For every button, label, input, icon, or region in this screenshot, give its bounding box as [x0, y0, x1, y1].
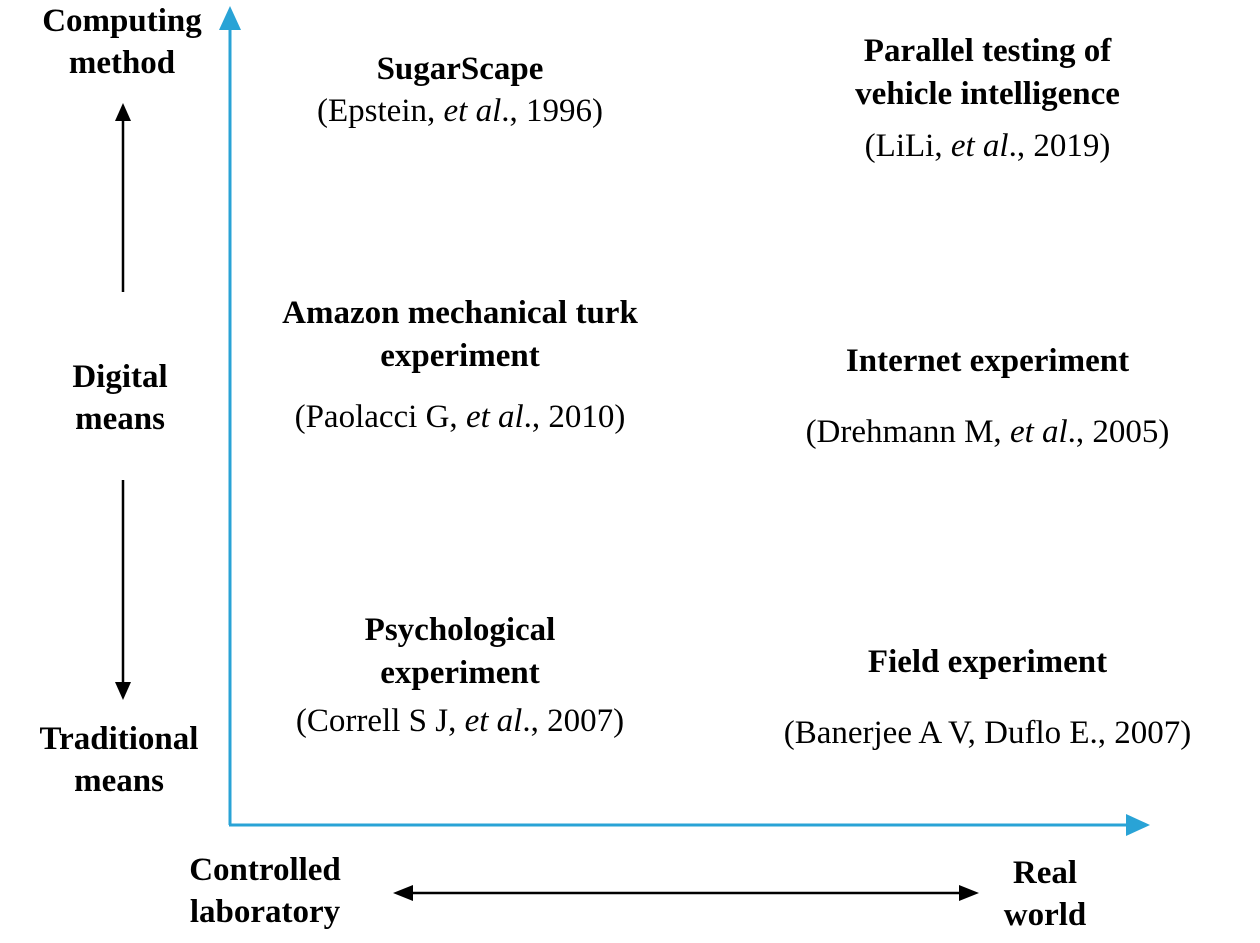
x-label-controlled: Controlled laboratory [160, 849, 370, 933]
cell-psychological-title-line2: experiment [380, 655, 540, 691]
cell-amazon-mturk-citation: (Paolacci G, et al., 2010) [294, 399, 626, 435]
y-label-traditional: Traditional means [12, 718, 226, 802]
y-axis-title-line1: Computing [42, 3, 202, 39]
cell-amazon-mturk-title-line2: experiment [380, 338, 540, 374]
cell-amazon-mturk-title-line1: Amazon mechanical turk [282, 295, 638, 331]
y-label-traditional-line1: Traditional [39, 721, 199, 757]
cell-parallel-testing-title-line2: vehicle intelligence [855, 76, 1120, 112]
cell-parallel-testing: Parallel testing of vehicle intelligence… [760, 30, 1215, 166]
y-label-digital: Digital means [13, 356, 227, 440]
cell-parallel-testing-title-line1: Parallel testing of [863, 33, 1112, 69]
y-label-digital-line1: Digital [72, 359, 168, 395]
double-arrow-right-head [959, 885, 979, 901]
x-label-real-line2: world [1003, 897, 1087, 933]
cell-psychological-title-line1: Psychological [364, 612, 556, 648]
up-arrow-head [115, 103, 131, 121]
x-axis-arrowhead [1126, 814, 1150, 836]
cell-field-experiment-citation: (Banerjee A V, Duflo E., 2007) [783, 715, 1192, 751]
cell-internet-experiment-title: Internet experiment [845, 343, 1130, 379]
cell-sugarscape-citation: (Epstein, et al., 1996) [317, 93, 603, 129]
y-axis-title-line2: method [68, 45, 176, 81]
double-arrow-left-head [393, 885, 413, 901]
cell-psychological-citation: (Correll S J, et al., 2007) [295, 703, 625, 739]
y-axis-title: Computing method [15, 0, 229, 84]
down-arrow-head [115, 682, 131, 700]
cell-psychological: Psychological experiment (Correll S J, e… [255, 609, 665, 741]
cell-field-experiment: Field experiment (Banerjee A V, Duflo E.… [735, 641, 1240, 753]
cell-parallel-testing-citation: (LiLi, et al., 2019) [864, 128, 1111, 164]
cell-amazon-mturk: Amazon mechanical turk experiment (Paola… [240, 292, 680, 437]
cell-sugarscape: SugarScape (Epstein, et al., 1996) [260, 48, 660, 131]
x-label-real-line1: Real [1012, 855, 1078, 891]
x-label-controlled-line1: Controlled [189, 852, 341, 888]
x-label-real: Real world [970, 852, 1120, 936]
cell-internet-experiment-citation: (Drehmann M, et al., 2005) [805, 414, 1170, 450]
y-axis-arrowhead [219, 6, 241, 30]
cell-sugarscape-title: SugarScape [376, 51, 544, 87]
x-label-controlled-line2: laboratory [189, 894, 341, 930]
y-label-traditional-line2: means [74, 763, 164, 799]
y-label-digital-line2: means [75, 401, 165, 437]
cell-internet-experiment: Internet experiment (Drehmann M, et al.,… [755, 340, 1220, 452]
cell-field-experiment-title: Field experiment [867, 644, 1108, 680]
